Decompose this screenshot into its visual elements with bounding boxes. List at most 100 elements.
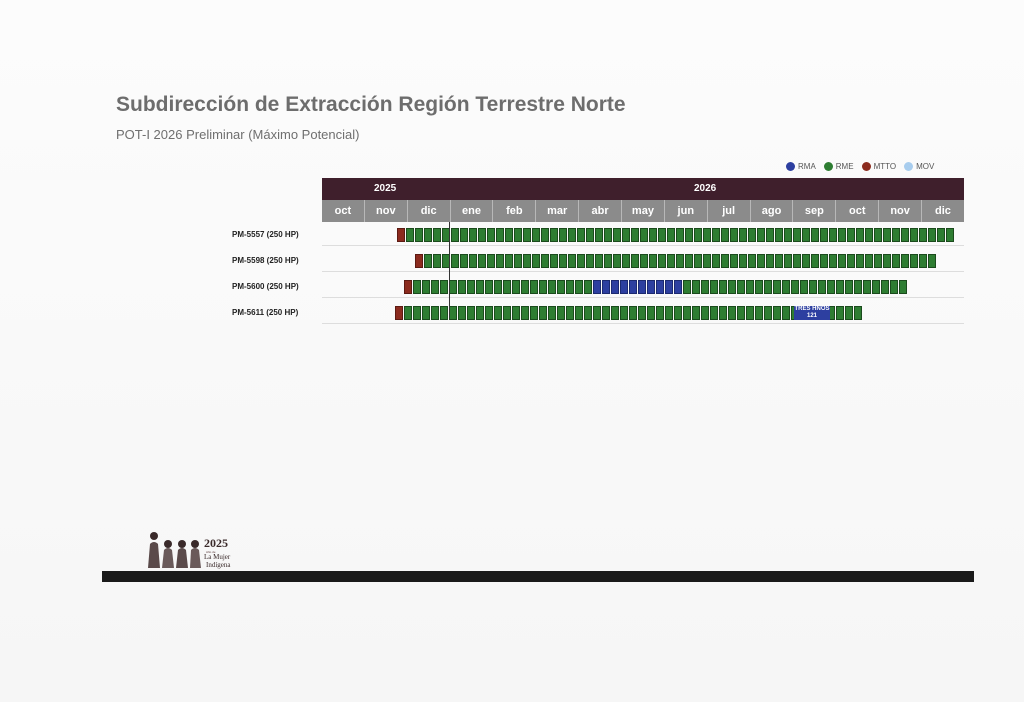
month-label: dic [935,205,951,217]
schedule-cell [604,254,612,268]
schedule-cell [611,280,619,294]
schedule-cell [568,228,576,242]
schedule-cell [674,280,682,294]
schedule-cell [703,254,711,268]
schedule-cell [638,306,646,320]
schedule-cell [575,280,583,294]
schedule-cell [818,280,826,294]
schedule-cell [721,228,729,242]
schedule-cell [503,306,511,320]
schedule-cell [514,228,522,242]
schedule-cell [665,280,673,294]
schedule-cell [892,254,900,268]
schedule-cell [737,280,745,294]
year-header: 2025 2026 [322,178,964,200]
schedule-cell [836,280,844,294]
schedule-cell [433,254,441,268]
schedule-cell [548,306,556,320]
legend-item-rme: RME [823,162,854,171]
schedule-cell [440,306,448,320]
schedule-cell [667,254,675,268]
schedule-cell [757,228,765,242]
schedule-cell [728,280,736,294]
schedule-cell [449,306,457,320]
schedule-cell [568,254,576,268]
month-label: mar [536,200,580,222]
month-label: feb [493,200,537,222]
schedule-cell [586,254,594,268]
schedule-cell [539,280,547,294]
schedule-cell [836,306,844,320]
legend-label: RME [835,162,854,171]
schedule-cell [505,254,513,268]
schedule-cell [476,280,484,294]
schedule-cell [539,306,547,320]
month-label: oct [836,200,880,222]
schedule-cell [845,306,853,320]
schedule-cell [775,228,783,242]
schedule-cell [854,306,862,320]
schedule-cell [550,254,558,268]
schedule-cell [890,280,898,294]
schedule-cell [404,280,412,294]
schedule-cell [845,280,853,294]
rma-dot-icon [786,162,795,171]
row-track [322,251,964,272]
schedule-cell [838,228,846,242]
schedule-cell [577,254,585,268]
schedule-cell [467,280,475,294]
schedule-cell [854,280,862,294]
schedule-cell [872,280,880,294]
schedule-cell [523,228,531,242]
gantt-row: PM-5611 (250 HP) TRES HNOS 121 [232,302,964,326]
schedule-cell [424,228,432,242]
schedule-cell [496,254,504,268]
schedule-cell [674,306,682,320]
schedule-cell [856,254,864,268]
schedule-cell [649,228,657,242]
schedule-cell [899,280,907,294]
schedule-cell [640,254,648,268]
schedule-cell [739,228,747,242]
gantt-row: PM-5557 (250 HP) [232,224,964,248]
schedule-cell [784,228,792,242]
schedule-cell [440,280,448,294]
schedule-cell [451,228,459,242]
schedule-cell [487,254,495,268]
schedule-cell [512,306,520,320]
schedule-cell [829,228,837,242]
schedule-cell [496,228,504,242]
schedule-cell [739,254,747,268]
schedule-cell [764,306,772,320]
schedule-cell [802,228,810,242]
row-label: PM-5611 (250 HP) [232,308,299,317]
schedule-cell [559,254,567,268]
schedule-cell [692,306,700,320]
schedule-cell [649,254,657,268]
schedule-cell [710,280,718,294]
schedule-cell [737,306,745,320]
schedule-cell [494,280,502,294]
schedule-cell [665,306,673,320]
month-label: may [622,200,665,222]
schedule-cell [755,306,763,320]
schedule-cell [719,280,727,294]
schedule-cell [820,228,828,242]
month-label: nov [879,200,923,222]
page-subtitle: POT-I 2026 Preliminar (Máximo Potencial) [116,127,360,142]
schedule-cell [784,254,792,268]
schedule-cell [730,254,738,268]
rme-dot-icon [823,162,833,171]
schedule-cell [766,254,774,268]
logo-year: 2025 [204,536,228,550]
schedule-cell [629,306,637,320]
schedule-cell [701,280,709,294]
legend-item-mtto: MTTO [861,162,896,171]
schedule-cell [622,228,630,242]
schedule-cell [683,306,691,320]
schedule-cell [602,280,610,294]
schedule-cell [676,254,684,268]
schedule-cell [728,306,736,320]
schedule-cell [512,280,520,294]
schedule-cell [478,254,486,268]
